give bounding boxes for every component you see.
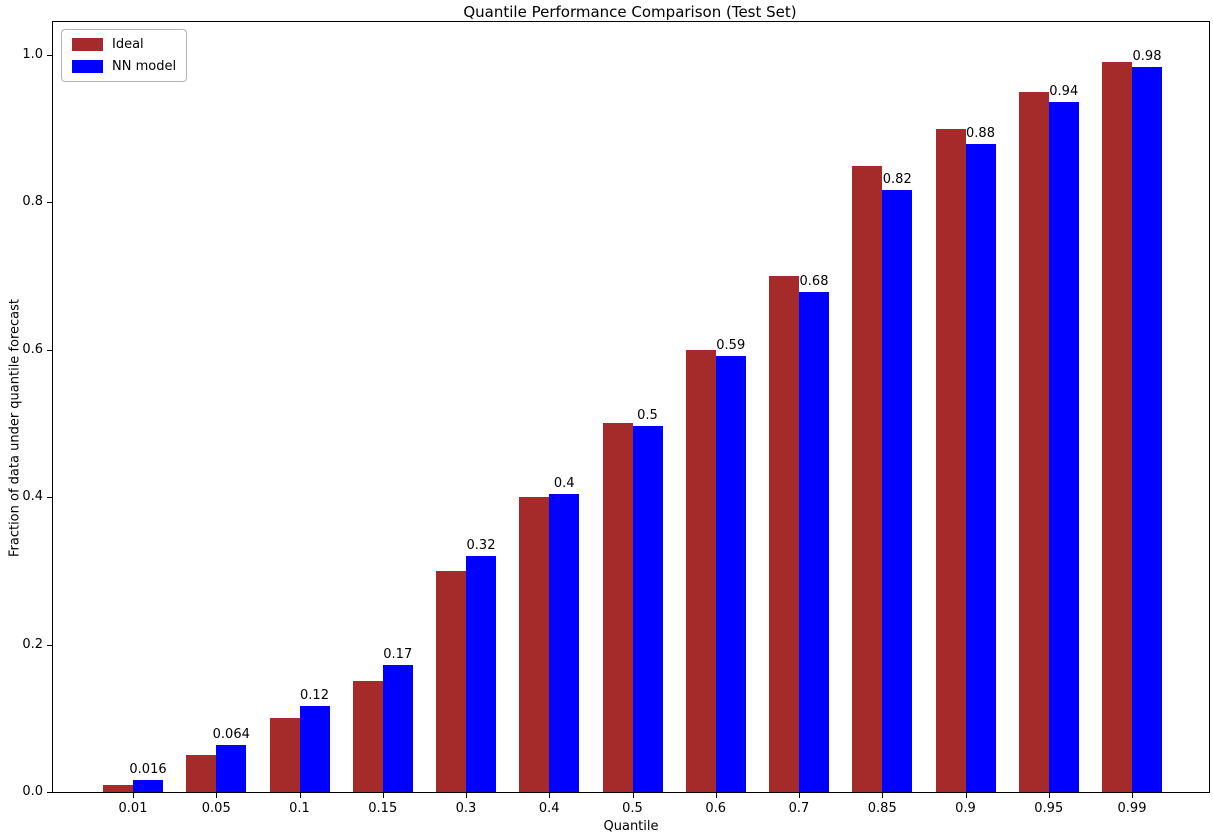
y-tick xyxy=(47,55,53,56)
bar-value-label: 0.98 xyxy=(1132,49,1162,64)
y-tick-label: 1.0 xyxy=(22,47,43,62)
x-tick-label: 0.6 xyxy=(705,801,727,816)
x-tick xyxy=(299,792,301,798)
nn-bar xyxy=(549,494,580,792)
bar-value-label: 0.12 xyxy=(300,688,329,703)
ideal-bar xyxy=(269,718,300,792)
bar-value-label: 0.064 xyxy=(212,727,250,742)
nn-bar xyxy=(1048,102,1079,792)
y-tick-label: 0.6 xyxy=(22,342,43,357)
x-tick-label: 0.05 xyxy=(201,801,231,816)
legend-swatch-nn-model xyxy=(72,60,103,73)
y-tick-label: 0.8 xyxy=(22,194,43,209)
x-tick-label: 0.01 xyxy=(118,801,148,816)
x-tick xyxy=(715,792,717,798)
ideal-bar xyxy=(352,681,383,792)
ideal-bar xyxy=(436,571,466,792)
x-tick xyxy=(1048,792,1050,798)
nn-bar xyxy=(466,556,496,792)
x-tick-label: 0.15 xyxy=(368,801,398,816)
y-axis-label: Fraction of data under quantile forecast xyxy=(7,298,23,558)
ideal-bar xyxy=(769,276,799,792)
bar-value-label: 0.016 xyxy=(129,762,167,777)
x-tick xyxy=(133,792,134,798)
bar-value-label: 0.82 xyxy=(882,172,912,187)
bar-value-label: 0.5 xyxy=(637,408,658,423)
ideal-bar xyxy=(935,129,966,792)
x-tick xyxy=(216,792,218,798)
legend-swatch-ideal xyxy=(72,38,103,51)
x-tick-label: 0.99 xyxy=(1117,801,1147,816)
x-tick-label: 0.4 xyxy=(538,801,560,816)
x-tick-label: 0.85 xyxy=(867,801,897,816)
x-tick-label: 0.3 xyxy=(455,801,477,816)
y-tick xyxy=(47,645,53,646)
y-tick-label: 0.0 xyxy=(22,784,43,799)
ideal-bar xyxy=(852,166,883,792)
ideal-bar xyxy=(103,785,133,792)
nn-bar xyxy=(216,745,247,792)
y-tick xyxy=(47,202,53,203)
x-tick xyxy=(549,792,551,798)
plot-area: Fraction of data under quantile forecast… xyxy=(8,21,1210,834)
ideal-bar xyxy=(685,350,716,792)
bar-value-label: 0.94 xyxy=(1049,84,1079,99)
x-tick xyxy=(799,792,800,798)
x-tick-label: 0.95 xyxy=(1034,801,1064,816)
legend-item-ideal: Ideal xyxy=(72,37,176,52)
y-tick-label: 0.2 xyxy=(22,637,43,652)
nn-bar xyxy=(133,780,163,792)
x-tick xyxy=(632,792,634,798)
nn-bar xyxy=(882,190,913,792)
nn-bar xyxy=(715,356,746,792)
ideal-bar xyxy=(519,497,550,792)
x-tick xyxy=(965,792,967,798)
legend-label-ideal: Ideal xyxy=(112,37,144,52)
x-tick xyxy=(1132,792,1133,798)
legend-label-nn-model: NN model xyxy=(112,59,177,74)
ideal-bar xyxy=(186,755,217,792)
bar-value-label: 0.59 xyxy=(716,338,746,353)
nn-bar xyxy=(632,426,663,792)
legend-item-nn-model: NN model xyxy=(72,59,176,74)
x-tick-label: 0.7 xyxy=(788,801,810,816)
bar-value-label: 0.88 xyxy=(966,126,995,141)
x-tick-label: 0.1 xyxy=(289,801,310,816)
nn-bar xyxy=(799,292,829,792)
ideal-bar xyxy=(602,423,633,792)
x-tick xyxy=(882,792,884,798)
legend: Ideal NN model xyxy=(61,29,188,82)
x-tick-label: 0.5 xyxy=(622,801,643,816)
x-tick xyxy=(382,792,384,798)
x-tick-label: 0.9 xyxy=(955,801,976,816)
y-tick xyxy=(47,792,53,793)
y-tick xyxy=(47,497,53,498)
bar-value-label: 0.4 xyxy=(553,476,575,491)
nn-bar xyxy=(382,665,413,792)
nn-bar xyxy=(1132,67,1162,792)
ideal-bar xyxy=(1102,62,1132,792)
chart-title: Quantile Performance Comparison (Test Se… xyxy=(463,3,797,21)
bar-value-label: 0.68 xyxy=(799,274,829,289)
y-tick xyxy=(47,350,53,351)
bar-value-label: 0.17 xyxy=(383,647,413,662)
nn-bar xyxy=(965,144,996,792)
nn-bar xyxy=(299,706,330,792)
bar-value-label: 0.32 xyxy=(466,538,496,553)
ideal-bar xyxy=(1018,92,1049,792)
y-tick-label: 0.4 xyxy=(22,489,43,504)
x-tick xyxy=(466,792,467,798)
x-axis-label: Quantile xyxy=(603,819,659,834)
